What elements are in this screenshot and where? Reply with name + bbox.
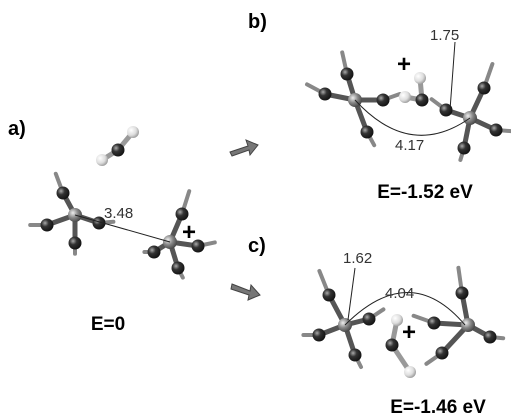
o-atom xyxy=(458,142,471,155)
figure: a) 3.48 + E=0 b) 1.75 4.17 + E=-1.52 eV … xyxy=(0,0,511,418)
distance-line xyxy=(348,268,355,320)
charge: + xyxy=(182,219,196,246)
o-atom xyxy=(416,94,429,107)
distance-label: 1.62 xyxy=(343,250,372,267)
h-atom xyxy=(127,126,139,138)
o-atom xyxy=(323,289,336,302)
o-atom xyxy=(377,94,390,107)
o-atom xyxy=(428,317,441,330)
energy-label: E=-1.46 eV xyxy=(390,397,486,418)
distance-label: 1.75 xyxy=(430,27,459,44)
si-atom xyxy=(461,318,475,332)
o-atom xyxy=(69,237,82,250)
o-atom xyxy=(148,246,161,259)
distance-label: 4.04 xyxy=(385,285,414,302)
o-atom xyxy=(386,339,399,352)
o-atom xyxy=(456,287,469,300)
o-atom xyxy=(478,82,491,95)
o-atom xyxy=(361,126,374,139)
panel-label: b) xyxy=(248,11,267,33)
h-atom xyxy=(404,366,416,378)
o-atom xyxy=(490,124,503,137)
o-atom xyxy=(436,347,449,360)
o-atom xyxy=(349,349,362,362)
distance-line xyxy=(450,42,455,110)
panel-label: a) xyxy=(8,118,26,140)
arrow xyxy=(231,284,260,300)
distance-label: 4.17 xyxy=(395,137,424,154)
h-atom xyxy=(399,91,411,103)
h-atom xyxy=(414,72,426,84)
arrow xyxy=(230,140,258,156)
o-atom xyxy=(112,144,125,157)
o-atom xyxy=(363,313,376,326)
o-atom xyxy=(41,219,54,232)
panel-label: c) xyxy=(248,235,266,257)
o-atom xyxy=(172,262,185,275)
energy-label: E=-1.52 eV xyxy=(377,182,473,203)
h-atom xyxy=(96,154,108,166)
energy-label: E=0 xyxy=(91,314,125,335)
o-atom xyxy=(484,331,497,344)
charge: + xyxy=(397,51,411,78)
distance-label: 3.48 xyxy=(104,205,133,222)
o-atom xyxy=(319,88,332,101)
charge: + xyxy=(402,319,416,346)
o-atom xyxy=(313,329,326,342)
o-atom xyxy=(57,187,70,200)
o-atom xyxy=(341,68,354,81)
